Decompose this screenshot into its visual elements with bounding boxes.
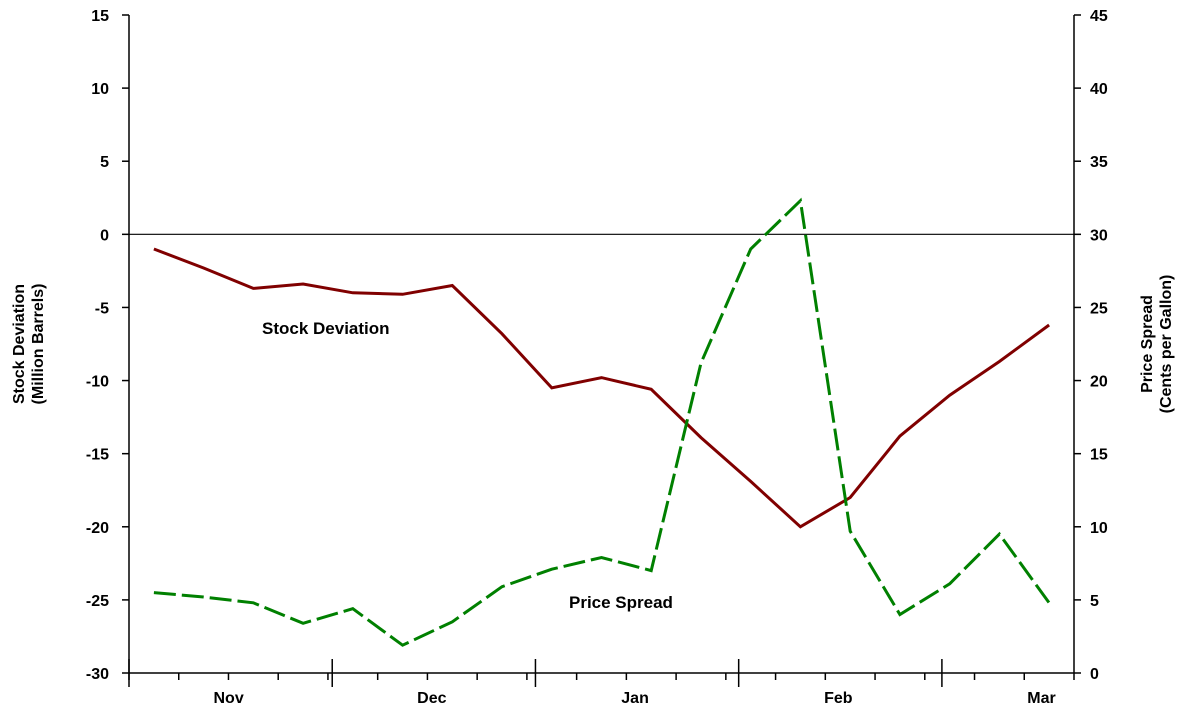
left-tick-label: 5 [100,154,109,171]
x-tick-label: Jan [621,690,649,707]
right-tick-label: 20 [1090,374,1108,391]
series-layer [153,197,1051,647]
right-tick-label: 40 [1090,81,1108,98]
x-tick-label: Mar [1027,690,1055,707]
right-axis-title-line1: Price Spread [1139,295,1156,393]
right-tick-label: 30 [1090,227,1108,244]
stock-deviation-annotation: Stock Deviation [262,319,390,338]
left-tick-label: -30 [86,666,109,683]
x-tick-label: Feb [824,690,853,707]
left-tick-label: 15 [91,8,109,25]
left-y-axis: 15 10 5 0 -5 -10 -15 -20 -25 -30 [86,8,130,683]
left-tick-label: 0 [100,227,109,244]
left-axis-title-line1: Stock Deviation [11,284,28,404]
right-tick-label: 25 [1090,300,1108,317]
left-tick-label: -15 [86,447,109,464]
price-spread-annotation: Price Spread [569,593,673,612]
right-tick-label: 5 [1090,593,1099,610]
left-axis-title-line2: (Million Barrels) [30,284,47,405]
left-tick-label: -5 [95,300,109,317]
right-tick-label: 10 [1090,520,1108,537]
right-tick-label: 45 [1090,8,1108,25]
left-tick-label: -20 [86,520,109,537]
right-tick-label: 15 [1090,447,1108,464]
x-axis: Nov Dec Jan Feb Mar [128,659,1075,707]
right-axis-title-line2: (Cents per Gallon) [1158,275,1175,414]
right-tick-label: 35 [1090,154,1108,171]
x-tick-label: Nov [213,690,243,707]
x-tick-label: Dec [417,690,446,707]
left-tick-label: -25 [86,593,109,610]
right-tick-label: 0 [1090,666,1099,683]
right-y-axis: 45 40 35 30 25 20 15 10 5 0 [1073,8,1108,683]
price-spread-line [153,197,1051,647]
left-tick-label: 10 [91,81,109,98]
left-tick-label: -10 [86,374,109,391]
stock-deviation-line [153,247,1050,529]
